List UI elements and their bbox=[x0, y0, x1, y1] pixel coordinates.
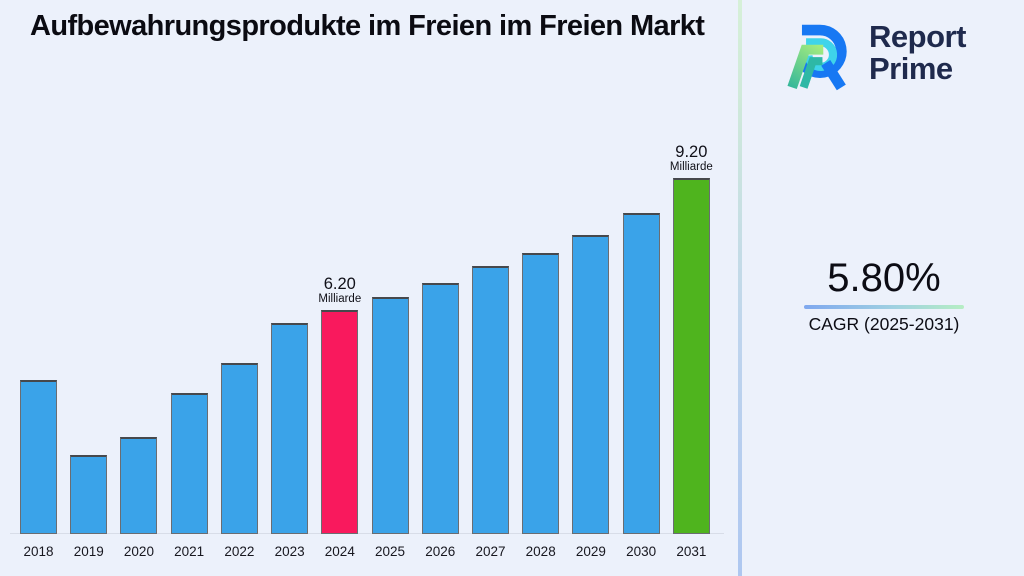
x-tick-label-2030: 2030 bbox=[626, 544, 657, 559]
x-tick-label-2027: 2027 bbox=[475, 544, 506, 559]
cagr-underline bbox=[804, 305, 964, 309]
logo-word-report: Report bbox=[869, 18, 966, 54]
bar-2027 bbox=[471, 266, 509, 534]
bar-2024 bbox=[321, 310, 359, 534]
bar-column-2022: 2022 bbox=[220, 134, 258, 559]
bar-2030 bbox=[622, 213, 660, 534]
vertical-divider bbox=[738, 0, 742, 576]
bar-column-2026: 2026 bbox=[421, 134, 459, 559]
x-tick-label-2023: 2023 bbox=[274, 544, 305, 559]
bar-column-2025: 2025 bbox=[371, 134, 409, 559]
bar-chart: 2018 2019 2020 2021 2022 2023 2024 6.20 Milliard… bbox=[10, 134, 724, 559]
bar-column-2031: 2031 9.20 Milliarde bbox=[670, 134, 713, 559]
x-tick-label-2029: 2029 bbox=[575, 544, 606, 559]
bar-column-2030: 2030 bbox=[622, 134, 660, 559]
annotation-value: 6.20 bbox=[323, 274, 356, 293]
bar-column-2023: 2023 bbox=[271, 134, 309, 559]
x-tick-label-2025: 2025 bbox=[375, 544, 406, 559]
annotation-unit: Milliarde bbox=[318, 293, 362, 306]
bar-2020 bbox=[120, 437, 158, 534]
bar-column-2020: 2020 bbox=[120, 134, 158, 559]
bar-column-2029: 2029 bbox=[572, 134, 610, 559]
bar-2025 bbox=[371, 297, 409, 534]
value-annotation-2024: 6.20 Milliarde bbox=[318, 275, 361, 306]
bar-column-2018: 2018 bbox=[20, 134, 57, 559]
bars-container: 2018 2019 2020 2021 2022 2023 2024 6.20 Milliard… bbox=[20, 134, 713, 559]
x-tick-label-2022: 2022 bbox=[224, 544, 255, 559]
x-tick-label-2020: 2020 bbox=[123, 544, 154, 559]
bar-2026 bbox=[421, 283, 459, 534]
bar-2018 bbox=[20, 380, 57, 534]
x-tick-label-2031: 2031 bbox=[676, 544, 707, 559]
x-tick-label-2021: 2021 bbox=[174, 544, 205, 559]
bar-2022 bbox=[220, 363, 258, 534]
report-prime-logo: Report Prime bbox=[779, 12, 966, 94]
cagr-value: 5.80% bbox=[827, 256, 941, 300]
bar-2029 bbox=[572, 235, 610, 534]
bar-2023 bbox=[271, 323, 309, 534]
page-title: Aufbewahrungsprodukte im Freien im Freie… bbox=[30, 10, 705, 42]
bar-2031 bbox=[672, 178, 710, 534]
bar-column-2028: 2028 bbox=[522, 134, 560, 559]
cagr-block: 5.80% CAGR (2025-2031) bbox=[798, 255, 970, 335]
x-tick-label-2019: 2019 bbox=[73, 544, 104, 559]
bar-column-2027: 2027 bbox=[471, 134, 509, 559]
x-tick-label-2024: 2024 bbox=[324, 544, 355, 559]
bar-column-2019: 2019 bbox=[70, 134, 108, 559]
annotation-unit: Milliarde bbox=[669, 161, 713, 174]
x-tick-label-2018: 2018 bbox=[23, 544, 54, 559]
logo-wordmark: Report Prime bbox=[869, 18, 966, 86]
annotation-value: 9.20 bbox=[675, 142, 708, 161]
bar-2019 bbox=[70, 455, 108, 534]
cagr-label: CAGR (2025-2031) bbox=[808, 314, 960, 334]
value-annotation-2031: 9.20 Milliarde bbox=[670, 143, 713, 174]
x-axis-line bbox=[10, 533, 724, 534]
report-prime-logo-icon bbox=[787, 24, 847, 91]
bar-2028 bbox=[522, 253, 560, 534]
bar-2021 bbox=[170, 393, 208, 534]
x-tick-label-2028: 2028 bbox=[525, 544, 556, 559]
logo-word-prime: Prime bbox=[869, 51, 953, 86]
x-tick-label-2026: 2026 bbox=[425, 544, 456, 559]
bar-column-2021: 2021 bbox=[170, 134, 208, 559]
bar-column-2024: 2024 6.20 Milliarde bbox=[318, 134, 361, 559]
